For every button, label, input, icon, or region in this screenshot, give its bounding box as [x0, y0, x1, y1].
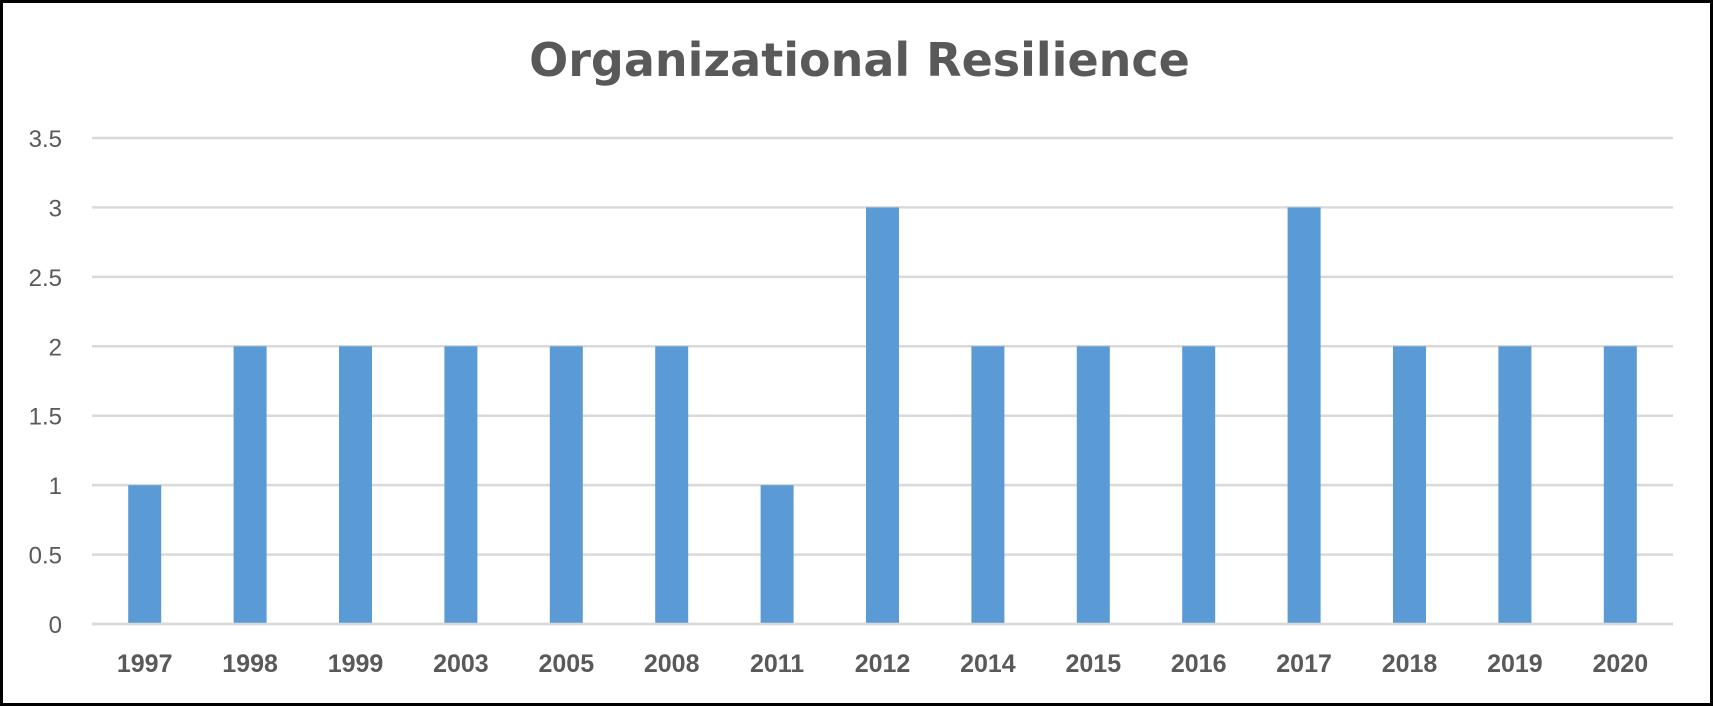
bars: [92, 207, 1673, 626]
y-tick-label: 0.5: [29, 543, 62, 570]
x-tick-label: 2015: [1065, 650, 1121, 678]
y-tick-label: 1.5: [29, 404, 62, 431]
x-axis-labels: 1997 1998 1999 2003 2005 2008 2011 2012 2014 2015…: [117, 650, 1648, 678]
y-tick-label: 2: [49, 334, 62, 361]
bar-2005: [549, 346, 583, 624]
x-tick-label: 2008: [644, 650, 700, 678]
x-tick-label: 2020: [1592, 650, 1648, 678]
x-tick-label: 2003: [433, 650, 489, 678]
bar-1998: [233, 346, 267, 624]
y-tick-label: 3.5: [29, 126, 62, 153]
y-tick-label: 0: [49, 612, 62, 639]
x-tick-label: 2017: [1276, 650, 1332, 678]
x-tick-label: 2019: [1487, 650, 1543, 678]
bar-2008: [655, 346, 689, 624]
x-tick-label: 2018: [1382, 650, 1438, 678]
chart-title: Organizational Resilience: [529, 33, 1190, 87]
x-tick-label: 1999: [328, 650, 384, 678]
bar-2015: [1076, 346, 1110, 624]
x-tick-label: 2011: [750, 650, 804, 678]
y-axis-ticks: 0 0.5 1 1.5 2 2.5 3 3.5: [29, 126, 62, 639]
y-tick-label: 2.5: [29, 265, 62, 292]
y-tick-label: 3: [49, 195, 62, 222]
bar-2017: [1287, 207, 1321, 624]
bar-2014: [971, 346, 1005, 624]
bar-1997: [128, 485, 162, 624]
bar-2020: [1603, 346, 1637, 624]
bar-2012: [866, 207, 899, 624]
y-tick-label: 1: [49, 473, 62, 500]
x-tick-label: 2014: [960, 650, 1016, 678]
x-tick-label: 2005: [538, 650, 594, 678]
bar-2019: [1498, 346, 1532, 624]
x-tick-label: 2016: [1171, 650, 1227, 678]
x-tick-label: 2012: [855, 650, 911, 678]
x-tick-label: 1997: [117, 650, 173, 678]
bar-2016: [1182, 346, 1216, 624]
x-tick-label: 1998: [222, 650, 278, 678]
bar-2018: [1393, 346, 1426, 624]
bar-2011: [760, 485, 794, 624]
bar-1999: [339, 346, 372, 624]
bar-2003: [444, 346, 478, 624]
